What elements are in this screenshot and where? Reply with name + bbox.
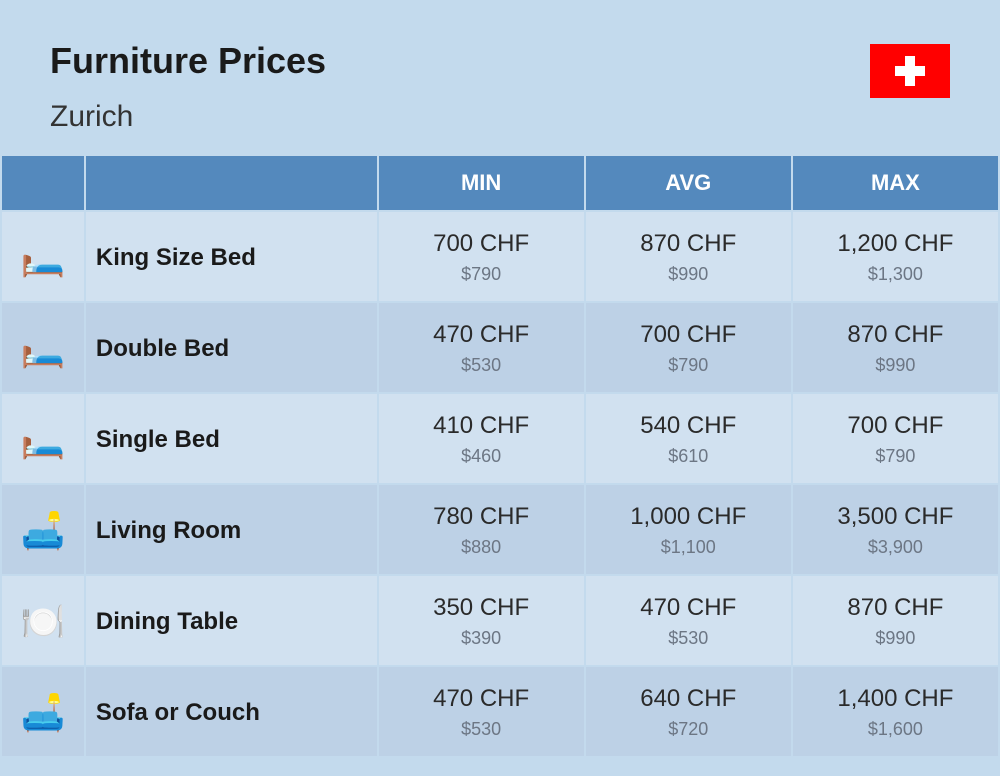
- furniture-icon: 🛏️: [2, 303, 84, 392]
- col-min: MIN: [379, 156, 584, 210]
- price-min: 470 CHF $530: [379, 667, 584, 756]
- col-icon: [2, 156, 84, 210]
- furniture-name: Sofa or Couch: [86, 667, 377, 756]
- price-secondary: $990: [803, 628, 988, 649]
- price-avg: 470 CHF $530: [586, 576, 791, 665]
- price-secondary: $390: [389, 628, 574, 649]
- price-primary: 540 CHF: [596, 412, 781, 440]
- price-max: 870 CHF $990: [793, 576, 998, 665]
- table-row: 🛏️King Size Bed 700 CHF $790 870 CHF $990 1,2…: [2, 212, 998, 301]
- price-secondary: $3,900: [803, 537, 988, 558]
- price-secondary: $790: [803, 446, 988, 467]
- table-row: 🍽️Dining Table 350 CHF $390 470 CHF $530 870 …: [2, 576, 998, 665]
- price-secondary: $790: [389, 264, 574, 285]
- price-primary: 470 CHF: [389, 685, 574, 713]
- price-avg: 1,000 CHF $1,100: [586, 485, 791, 574]
- price-primary: 1,400 CHF: [803, 685, 988, 713]
- price-secondary: $990: [803, 355, 988, 376]
- price-secondary: $460: [389, 446, 574, 467]
- table-row: 🛏️Double Bed 470 CHF $530 700 CHF $790 870 CH…: [2, 303, 998, 392]
- title-block: Furniture Prices Zurich: [50, 40, 326, 134]
- col-name: [86, 156, 377, 210]
- price-min: 700 CHF $790: [379, 212, 584, 301]
- price-primary: 870 CHF: [803, 321, 988, 349]
- price-min: 470 CHF $530: [379, 303, 584, 392]
- header: Furniture Prices Zurich: [0, 0, 1000, 154]
- price-primary: 780 CHF: [389, 503, 574, 531]
- price-primary: 700 CHF: [596, 321, 781, 349]
- price-secondary: $1,100: [596, 537, 781, 558]
- price-primary: 700 CHF: [803, 412, 988, 440]
- price-secondary: $530: [389, 355, 574, 376]
- price-primary: 1,000 CHF: [596, 503, 781, 531]
- page-title: Furniture Prices: [50, 40, 326, 82]
- col-max: MAX: [793, 156, 998, 210]
- price-primary: 1,200 CHF: [803, 230, 988, 258]
- price-max: 1,400 CHF $1,600: [793, 667, 998, 756]
- furniture-name: Double Bed: [86, 303, 377, 392]
- price-secondary: $790: [596, 355, 781, 376]
- table-row: 🛏️Single Bed 410 CHF $460 540 CHF $610 700 CH…: [2, 394, 998, 483]
- price-secondary: $1,300: [803, 264, 988, 285]
- price-primary: 410 CHF: [389, 412, 574, 440]
- price-primary: 470 CHF: [389, 321, 574, 349]
- furniture-icon: 🛋️: [2, 667, 84, 756]
- price-primary: 870 CHF: [803, 594, 988, 622]
- price-primary: 870 CHF: [596, 230, 781, 258]
- furniture-icon: 🛏️: [2, 212, 84, 301]
- page-subtitle: Zurich: [50, 100, 326, 134]
- furniture-name: Single Bed: [86, 394, 377, 483]
- price-max: 700 CHF $790: [793, 394, 998, 483]
- table-header-row: MIN AVG MAX: [2, 156, 998, 210]
- price-primary: 700 CHF: [389, 230, 574, 258]
- price-primary: 3,500 CHF: [803, 503, 988, 531]
- col-avg: AVG: [586, 156, 791, 210]
- price-avg: 700 CHF $790: [586, 303, 791, 392]
- price-secondary: $880: [389, 537, 574, 558]
- price-primary: 350 CHF: [389, 594, 574, 622]
- furniture-name: Dining Table: [86, 576, 377, 665]
- price-max: 3,500 CHF $3,900: [793, 485, 998, 574]
- furniture-icon: 🍽️: [2, 576, 84, 665]
- price-secondary: $1,600: [803, 719, 988, 740]
- price-avg: 640 CHF $720: [586, 667, 791, 756]
- price-secondary: $990: [596, 264, 781, 285]
- price-min: 410 CHF $460: [379, 394, 584, 483]
- flag-switzerland-icon: [870, 44, 950, 98]
- price-primary: 640 CHF: [596, 685, 781, 713]
- price-secondary: $530: [596, 628, 781, 649]
- table-row: 🛋️Sofa or Couch 470 CHF $530 640 CHF $720 1,4…: [2, 667, 998, 756]
- furniture-name: Living Room: [86, 485, 377, 574]
- price-secondary: $610: [596, 446, 781, 467]
- price-secondary: $530: [389, 719, 574, 740]
- price-primary: 470 CHF: [596, 594, 781, 622]
- price-table: MIN AVG MAX 🛏️King Size Bed700 CHF$79087…: [0, 154, 1000, 758]
- price-max: 1,200 CHF $1,300: [793, 212, 998, 301]
- price-min: 350 CHF $390: [379, 576, 584, 665]
- price-secondary: $720: [596, 719, 781, 740]
- furniture-icon: 🛋️: [2, 485, 84, 574]
- table-row: 🛋️Living Room 780 CHF $880 1,000 CHF $1,100 3…: [2, 485, 998, 574]
- price-avg: 540 CHF $610: [586, 394, 791, 483]
- price-min: 780 CHF $880: [379, 485, 584, 574]
- furniture-name: King Size Bed: [86, 212, 377, 301]
- furniture-icon: 🛏️: [2, 394, 84, 483]
- price-max: 870 CHF $990: [793, 303, 998, 392]
- price-avg: 870 CHF $990: [586, 212, 791, 301]
